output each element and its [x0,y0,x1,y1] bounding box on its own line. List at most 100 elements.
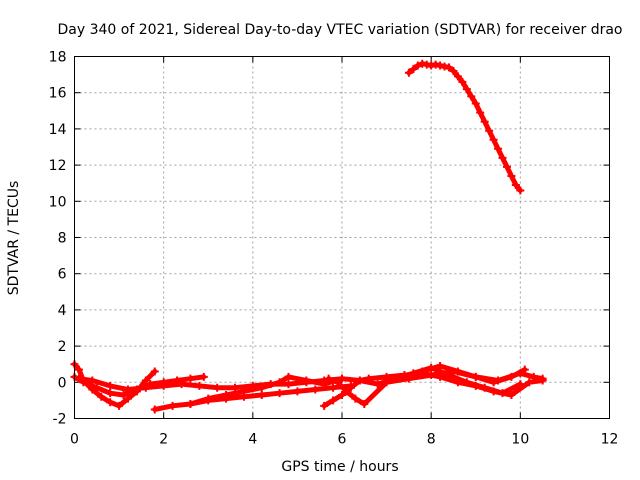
data-point [471,381,480,390]
data-point [199,372,208,381]
data-point [195,381,204,390]
y-axis-label: SDTVAR / TECUs [6,181,22,296]
data-point [257,390,266,399]
data-point [476,108,485,117]
data-point [92,383,101,392]
y-tick-label: 2 [58,339,67,355]
y-tick-label: 12 [49,158,67,174]
data-point [360,400,369,409]
data-point [516,186,525,195]
data-point [168,401,177,410]
data-point [284,372,293,381]
chart-title: Day 340 of 2021, Sidereal Day-to-day VTE… [57,22,622,38]
data-point [257,383,266,392]
data-point [329,396,338,405]
data-point [355,376,364,385]
y-tick-label: 14 [49,122,67,138]
data-point [502,162,511,171]
data-point [400,372,409,381]
data-point [222,390,231,399]
data-point [186,400,195,409]
data-point [485,126,494,135]
y-tick-label: 6 [58,267,67,283]
data-point [498,153,507,162]
data-point [115,401,124,410]
data-point [177,380,186,389]
data-point [186,374,195,383]
data-point [489,387,498,396]
data-point [342,387,351,396]
data-point [231,383,239,392]
data-point [150,367,159,376]
data-point [404,68,413,77]
data-point [346,383,355,392]
data-point [427,371,436,380]
data-point [494,144,503,153]
data-point [106,398,115,407]
data-point [538,374,547,383]
data-point [453,367,462,376]
x-tick-label: 2 [159,432,168,448]
data-point [364,374,373,383]
plot-frame [74,56,610,419]
data-point [302,376,311,385]
data-point [329,383,338,392]
data-point [471,372,480,381]
data-point [382,376,391,385]
data-point [409,65,418,74]
y-tick-label: 8 [58,231,67,247]
data-point [373,380,382,389]
data-point [418,367,427,376]
y-tick-label: 16 [49,86,67,102]
data-point [141,376,150,385]
x-tick-label: 8 [427,432,436,448]
data-point [311,385,320,394]
data-point [159,381,168,390]
data-point [320,380,329,389]
data-point [141,383,150,392]
data-point [458,77,467,86]
data-point [413,61,422,70]
data-point [480,117,489,126]
y-tick-label: -2 [53,412,67,428]
grid-lines [74,56,610,419]
data-point [467,92,476,101]
data-point [489,135,498,144]
data-point [119,390,128,399]
x-tick-label: 4 [248,432,257,448]
data-point [88,376,97,385]
data-point [284,380,293,389]
series-line-trace-3 [76,376,345,392]
data-point [529,372,538,381]
data-point [124,394,132,403]
data-point [453,378,462,387]
data-point [507,171,516,180]
data-point [351,394,360,403]
data-point [320,401,329,410]
data-point [204,394,213,403]
data-point [150,405,159,414]
data-point [462,85,471,94]
data-point [97,392,106,401]
y-tick-label: 0 [58,375,67,391]
data-point [471,99,480,108]
data-point [333,378,342,387]
data-point [338,390,346,399]
data-point [507,372,516,381]
x-tick-label: 12 [601,432,619,448]
x-tick-label: 0 [70,432,79,448]
data-point [436,362,445,371]
data-point [239,387,248,396]
data-point [124,385,132,394]
data-point [74,365,83,374]
x-tick-label: 10 [511,432,529,448]
data-point [338,374,346,383]
data-point [106,381,115,390]
data-point [507,390,516,399]
x-axis-label: GPS time / hours [281,459,398,475]
data-point [275,389,284,398]
data-point [213,383,222,392]
data-point [445,63,453,72]
